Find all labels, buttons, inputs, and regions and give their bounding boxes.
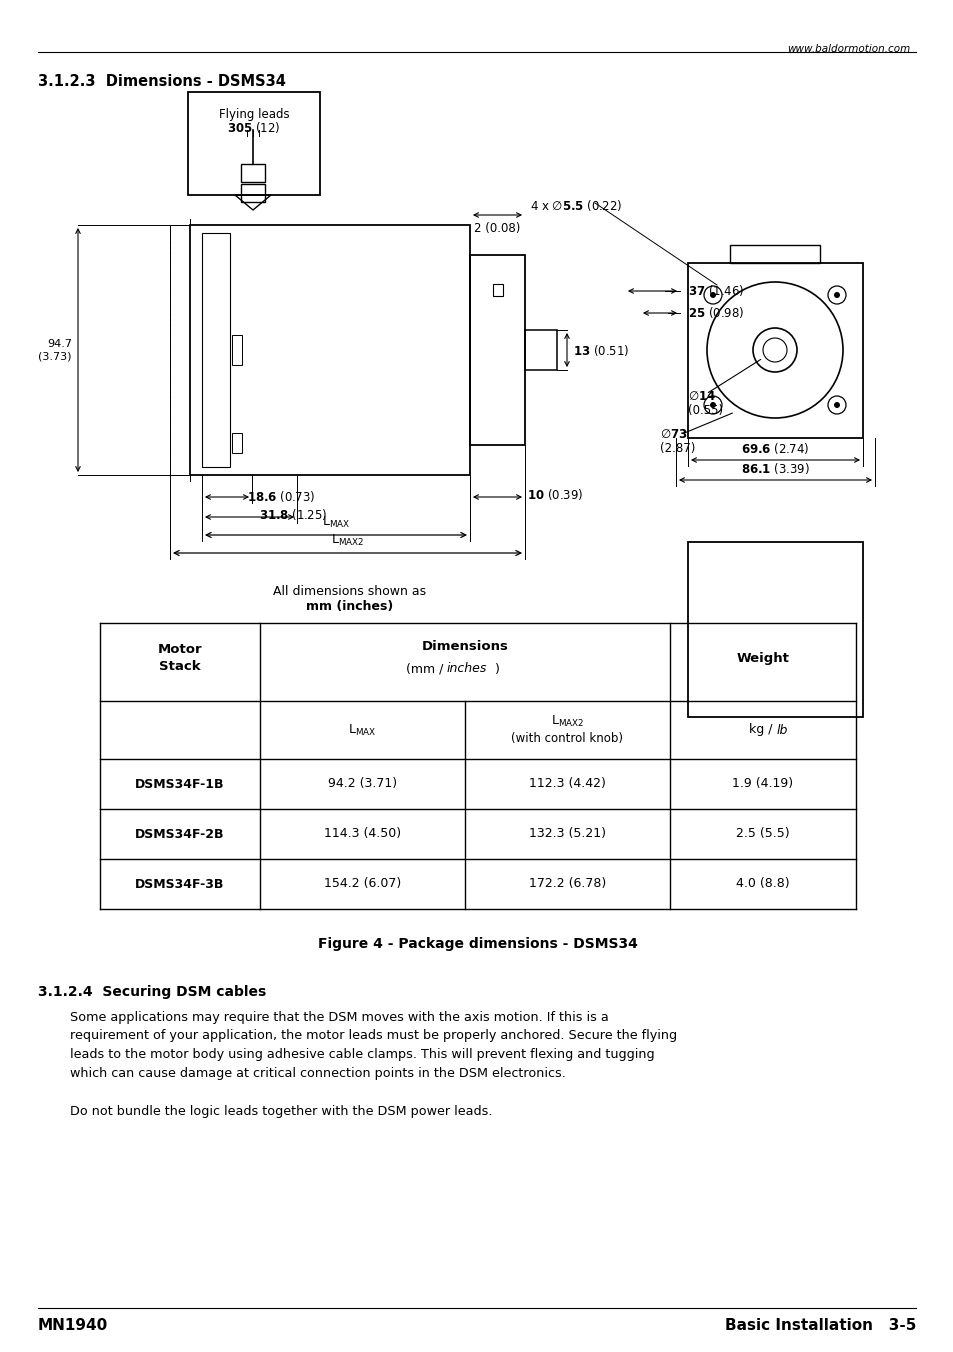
- Text: 132.3 (5.21): 132.3 (5.21): [529, 827, 605, 841]
- Bar: [241, 184, 265, 201]
- Circle shape: [833, 292, 840, 297]
- Text: $\mathbf{37}$ (1.46): $\mathbf{37}$ (1.46): [687, 284, 743, 299]
- Circle shape: [709, 292, 716, 297]
- Text: MN1940: MN1940: [38, 1318, 108, 1333]
- Bar: [687, 542, 862, 717]
- Text: www.baldormotion.com: www.baldormotion.com: [786, 45, 909, 54]
- Text: $\mathbf{18.6}$ (0.73): $\mathbf{18.6}$ (0.73): [247, 489, 314, 504]
- Text: Motor
Stack: Motor Stack: [157, 644, 202, 673]
- Bar: [729, 245, 820, 264]
- Text: (0.55): (0.55): [687, 404, 722, 416]
- Text: Weight: Weight: [736, 652, 789, 665]
- Text: All dimensions shown as: All dimensions shown as: [274, 585, 426, 598]
- Text: 2.5 (5.5): 2.5 (5.5): [736, 827, 789, 841]
- Text: 172.2 (6.78): 172.2 (6.78): [528, 877, 605, 891]
- Bar: [241, 164, 265, 183]
- Text: 1.9 (4.19): 1.9 (4.19): [732, 777, 793, 791]
- Text: L$_\mathrm{MAX}$: L$_\mathrm{MAX}$: [348, 722, 376, 738]
- Text: leads to the motor body using adhesive cable clamps. This will prevent flexing a: leads to the motor body using adhesive c…: [70, 1048, 654, 1061]
- Text: 112.3 (4.42): 112.3 (4.42): [529, 777, 605, 791]
- Bar: [470, 256, 524, 445]
- Text: 94.7
(3.73): 94.7 (3.73): [38, 339, 71, 361]
- Circle shape: [833, 402, 840, 408]
- Text: 4 x $\varnothing\mathbf{5.5}$ (0.22): 4 x $\varnothing\mathbf{5.5}$ (0.22): [530, 197, 621, 214]
- Text: $\varnothing\mathbf{73}$: $\varnothing\mathbf{73}$: [659, 429, 687, 441]
- Text: Some applications may require that the DSM moves with the axis motion. If this i: Some applications may require that the D…: [70, 1011, 608, 1023]
- Text: 3.1.2.3  Dimensions - DSMS34: 3.1.2.3 Dimensions - DSMS34: [38, 74, 286, 89]
- Bar: [687, 264, 862, 438]
- Text: inches: inches: [447, 662, 487, 676]
- Bar: [524, 330, 557, 370]
- Text: 2 (0.08): 2 (0.08): [474, 222, 520, 235]
- Bar: [232, 335, 242, 365]
- Text: Basic Installation   3-5: Basic Installation 3-5: [724, 1318, 915, 1333]
- Text: $\mathbf{86.1}$ (3.39): $\mathbf{86.1}$ (3.39): [740, 461, 809, 476]
- Text: 154.2 (6.07): 154.2 (6.07): [323, 877, 400, 891]
- Text: 4.0 (8.8): 4.0 (8.8): [736, 877, 789, 891]
- Text: mm (inches): mm (inches): [306, 600, 394, 612]
- Text: DSMS34F-2B: DSMS34F-2B: [135, 827, 225, 841]
- Text: $\mathbf{69.6}$ (2.74): $\mathbf{69.6}$ (2.74): [740, 441, 809, 456]
- Text: 3.1.2.4  Securing DSM cables: 3.1.2.4 Securing DSM cables: [38, 986, 266, 999]
- Text: L$_\mathrm{MAX2}$: L$_\mathrm{MAX2}$: [550, 714, 583, 729]
- Bar: [202, 233, 230, 466]
- Text: $\mathbf{305}$ (12): $\mathbf{305}$ (12): [227, 120, 280, 135]
- Text: lb: lb: [776, 723, 787, 737]
- Text: 94.2 (3.71): 94.2 (3.71): [328, 777, 396, 791]
- Text: 114.3 (4.50): 114.3 (4.50): [324, 827, 400, 841]
- Text: DSMS34F-3B: DSMS34F-3B: [135, 877, 225, 891]
- Text: L$_\mathrm{MAX}$: L$_\mathrm{MAX}$: [321, 515, 350, 530]
- Text: (mm /: (mm /: [405, 662, 447, 676]
- Bar: [190, 224, 470, 475]
- Text: $\mathbf{10}$ (0.39): $\mathbf{10}$ (0.39): [527, 488, 583, 503]
- Text: $\mathbf{13}$ (0.51): $\mathbf{13}$ (0.51): [573, 342, 629, 357]
- Text: $\varnothing\mathbf{14}$: $\varnothing\mathbf{14}$: [687, 389, 716, 403]
- Text: Do not bundle the logic leads together with the DSM power leads.: Do not bundle the logic leads together w…: [70, 1105, 492, 1118]
- Text: Dimensions: Dimensions: [421, 641, 508, 653]
- Text: kg /: kg /: [748, 723, 776, 737]
- Bar: [188, 92, 319, 195]
- Text: $\mathbf{25}$ (0.98): $\mathbf{25}$ (0.98): [687, 306, 743, 320]
- Text: L$_\mathrm{MAX2}$: L$_\mathrm{MAX2}$: [331, 533, 364, 548]
- Bar: [232, 433, 242, 453]
- Text: DSMS34F-1B: DSMS34F-1B: [135, 777, 225, 791]
- Text: (with control knob): (with control knob): [511, 733, 623, 745]
- Text: (2.87): (2.87): [659, 442, 695, 456]
- Text: which can cause damage at critical connection points in the DSM electronics.: which can cause damage at critical conne…: [70, 1067, 565, 1079]
- Bar: [493, 284, 502, 296]
- Text: ): ): [495, 662, 499, 676]
- Text: $\mathbf{31.8}$ (1.25): $\mathbf{31.8}$ (1.25): [259, 507, 328, 522]
- Text: Flying leads: Flying leads: [218, 108, 289, 120]
- Text: requirement of your application, the motor leads must be properly anchored. Secu: requirement of your application, the mot…: [70, 1029, 677, 1042]
- Text: Figure 4 - Package dimensions - DSMS34: Figure 4 - Package dimensions - DSMS34: [317, 937, 638, 950]
- Circle shape: [709, 402, 716, 408]
